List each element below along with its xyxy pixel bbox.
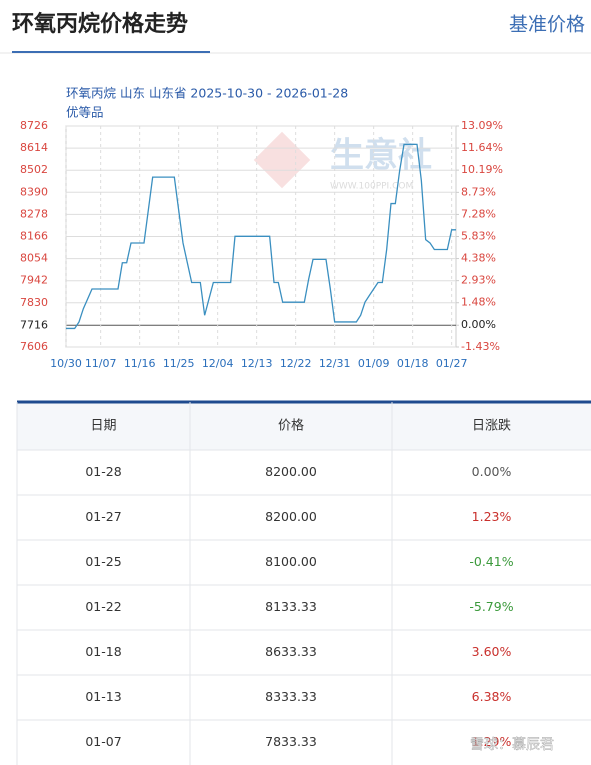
x-tick-label: 12/31 — [319, 357, 351, 370]
logo — [253, 131, 311, 189]
table-cell: 6.38% — [472, 689, 512, 704]
table-cell: 01-22 — [85, 599, 121, 614]
table-cell: 8633.33 — [265, 644, 317, 659]
y-tick-label: 8054 — [20, 252, 48, 265]
chart-subtitle: 优等品 — [66, 105, 104, 120]
y-tick-label: 8614 — [20, 141, 48, 154]
y2-tick-label: 8.73% — [461, 185, 496, 198]
y2-tick-label: 5.83% — [461, 230, 496, 243]
y2-tick-label: 1.48% — [461, 296, 496, 309]
x-tick-label: 11/25 — [163, 357, 195, 370]
y-tick-label: 8166 — [20, 230, 48, 243]
table-cell: 01-07 — [85, 734, 121, 749]
x-tick-label: 12/13 — [241, 357, 273, 370]
x-tick-label: 01/27 — [436, 357, 468, 370]
y-tick-label: 7830 — [20, 296, 48, 309]
x-tick-label: 12/22 — [280, 357, 312, 370]
y2-tick-label: 4.38% — [461, 252, 496, 265]
table-cell: 01-28 — [85, 464, 121, 479]
table-cell: 8200.00 — [265, 509, 317, 524]
side-title: 基准价格 — [509, 14, 585, 36]
y-tick-label: 7942 — [20, 274, 48, 287]
y-tick-label: 8390 — [20, 185, 48, 198]
y2-tick-label: 0.00% — [461, 318, 496, 331]
column-header: 日涨跌 — [472, 418, 511, 434]
y-tick-label: 7716 — [20, 318, 48, 331]
y2-tick-label: 2.93% — [461, 274, 496, 287]
table: 日期 价格 日涨跌 01-28 8200.00 0.00% 01-27 8200.00 1.23… — [16, 400, 591, 765]
x-tick-label: 01/09 — [358, 357, 390, 370]
watermark-brand: 生意社 — [330, 136, 432, 176]
y-tick-label: 8278 — [20, 207, 48, 220]
x-tick-label: 12/04 — [202, 357, 234, 370]
table-cell: 7833.33 — [265, 734, 317, 749]
table-cell: 0.00% — [472, 464, 512, 479]
table-cell: 01-13 — [85, 689, 121, 704]
table-cell: 8200.00 — [265, 464, 317, 479]
x-tick-label: 01/18 — [397, 357, 429, 370]
table-cell: 1.23% — [472, 509, 512, 524]
watermark: 生意社 WWW.100PPI.COM — [253, 131, 432, 192]
table-cell: 8100.00 — [265, 554, 317, 569]
chart-title: 环氧丙烷 山东 山东省 2025-10-30 - 2026-01-28 — [66, 86, 348, 101]
table-cell: 01-27 — [85, 509, 121, 524]
y2-tick-label: 13.09% — [461, 119, 503, 132]
x-tick-label: 10/30 — [50, 357, 82, 370]
table-cell: 8133.33 — [265, 599, 317, 614]
price-line — [66, 143, 456, 330]
y-tick-label: 8726 — [20, 119, 48, 132]
table-cell: 3.60% — [472, 644, 512, 659]
y-tick-label: 8502 — [20, 163, 48, 176]
table-cell: 01-25 — [85, 554, 121, 569]
y2-tick-label: 11.64% — [461, 141, 503, 154]
y-tick-label: 7606 — [20, 340, 48, 353]
table-header-bg — [17, 402, 591, 450]
page-title: 环氧丙烷价格走势 — [12, 11, 188, 37]
x-tick-label: 11/07 — [85, 357, 117, 370]
column-header: 日期 — [90, 419, 116, 434]
watermark-site: WWW.100PPI.COM — [330, 182, 413, 192]
column-header: 价格 — [278, 418, 304, 434]
table-cell: 1.29% — [472, 734, 512, 749]
table-cell: -5.79% — [469, 599, 513, 614]
table-cell: 8333.33 — [265, 689, 317, 704]
plot: 7606 7716 7830 7942 8054 8166 8278 8390 8502 8614… — [20, 119, 503, 370]
footer-watermark: 雪球：慕辰君 — [470, 737, 554, 753]
y2-tick-label: 10.19% — [461, 163, 503, 176]
y2-tick-label: -1.43% — [461, 340, 500, 353]
y2-tick-label: 7.28% — [461, 207, 496, 220]
table-cell: -0.41% — [469, 554, 513, 569]
x-tick-label: 11/16 — [124, 357, 156, 370]
table-cell: 01-18 — [85, 644, 121, 659]
